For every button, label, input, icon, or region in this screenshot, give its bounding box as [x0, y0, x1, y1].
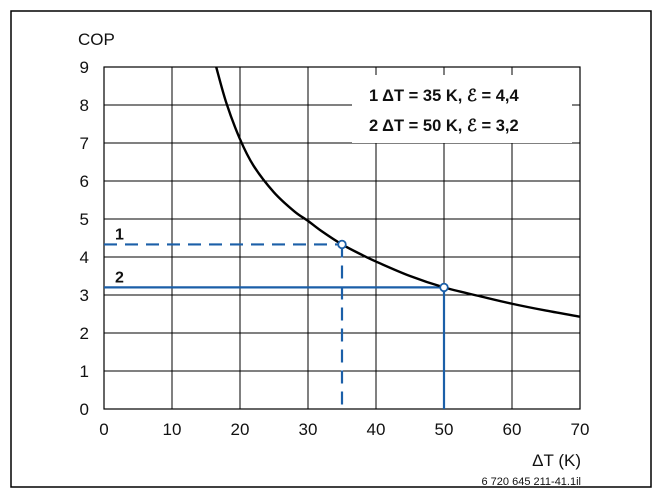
y-tick-label-5: 5	[80, 210, 89, 229]
x-axis-title: ΔT (K)	[532, 451, 581, 470]
x-tick-label-4: 40	[367, 420, 386, 439]
x-tick-label-3: 30	[299, 420, 318, 439]
x-tick-label-0: 0	[99, 420, 108, 439]
marker-1-label: 1	[115, 226, 124, 243]
figure-code: 6 720 645 211-41.1il	[482, 476, 582, 488]
y-tick-label-2: 2	[80, 324, 89, 343]
x-tick-label-6: 60	[503, 420, 522, 439]
x-tick-label-2: 20	[231, 420, 250, 439]
x-tick-label-1: 10	[163, 420, 182, 439]
y-tick-label-7: 7	[80, 134, 89, 153]
y-tick-label-1: 1	[80, 362, 89, 381]
legend-entry-2: 2 ΔT = 50 K, ℰ = 3,2	[369, 117, 519, 135]
marker-2-point	[440, 284, 448, 292]
y-tick-label-6: 6	[80, 172, 89, 191]
legend-entry-1: 1 ΔT = 35 K, ℰ = 4,4	[369, 87, 519, 105]
y-tick-label-4: 4	[80, 248, 89, 267]
y-tick-label-3: 3	[80, 286, 89, 305]
y-tick-label-9: 9	[80, 58, 89, 77]
marker-2-label: 2	[115, 269, 124, 286]
y-tick-label-8: 8	[80, 96, 89, 115]
x-tick-label-5: 50	[435, 420, 454, 439]
x-tick-label-7: 70	[571, 420, 590, 439]
marker-1-point	[338, 241, 346, 249]
y-axis-title: COP	[78, 30, 115, 49]
y-tick-label-0: 0	[80, 400, 89, 419]
